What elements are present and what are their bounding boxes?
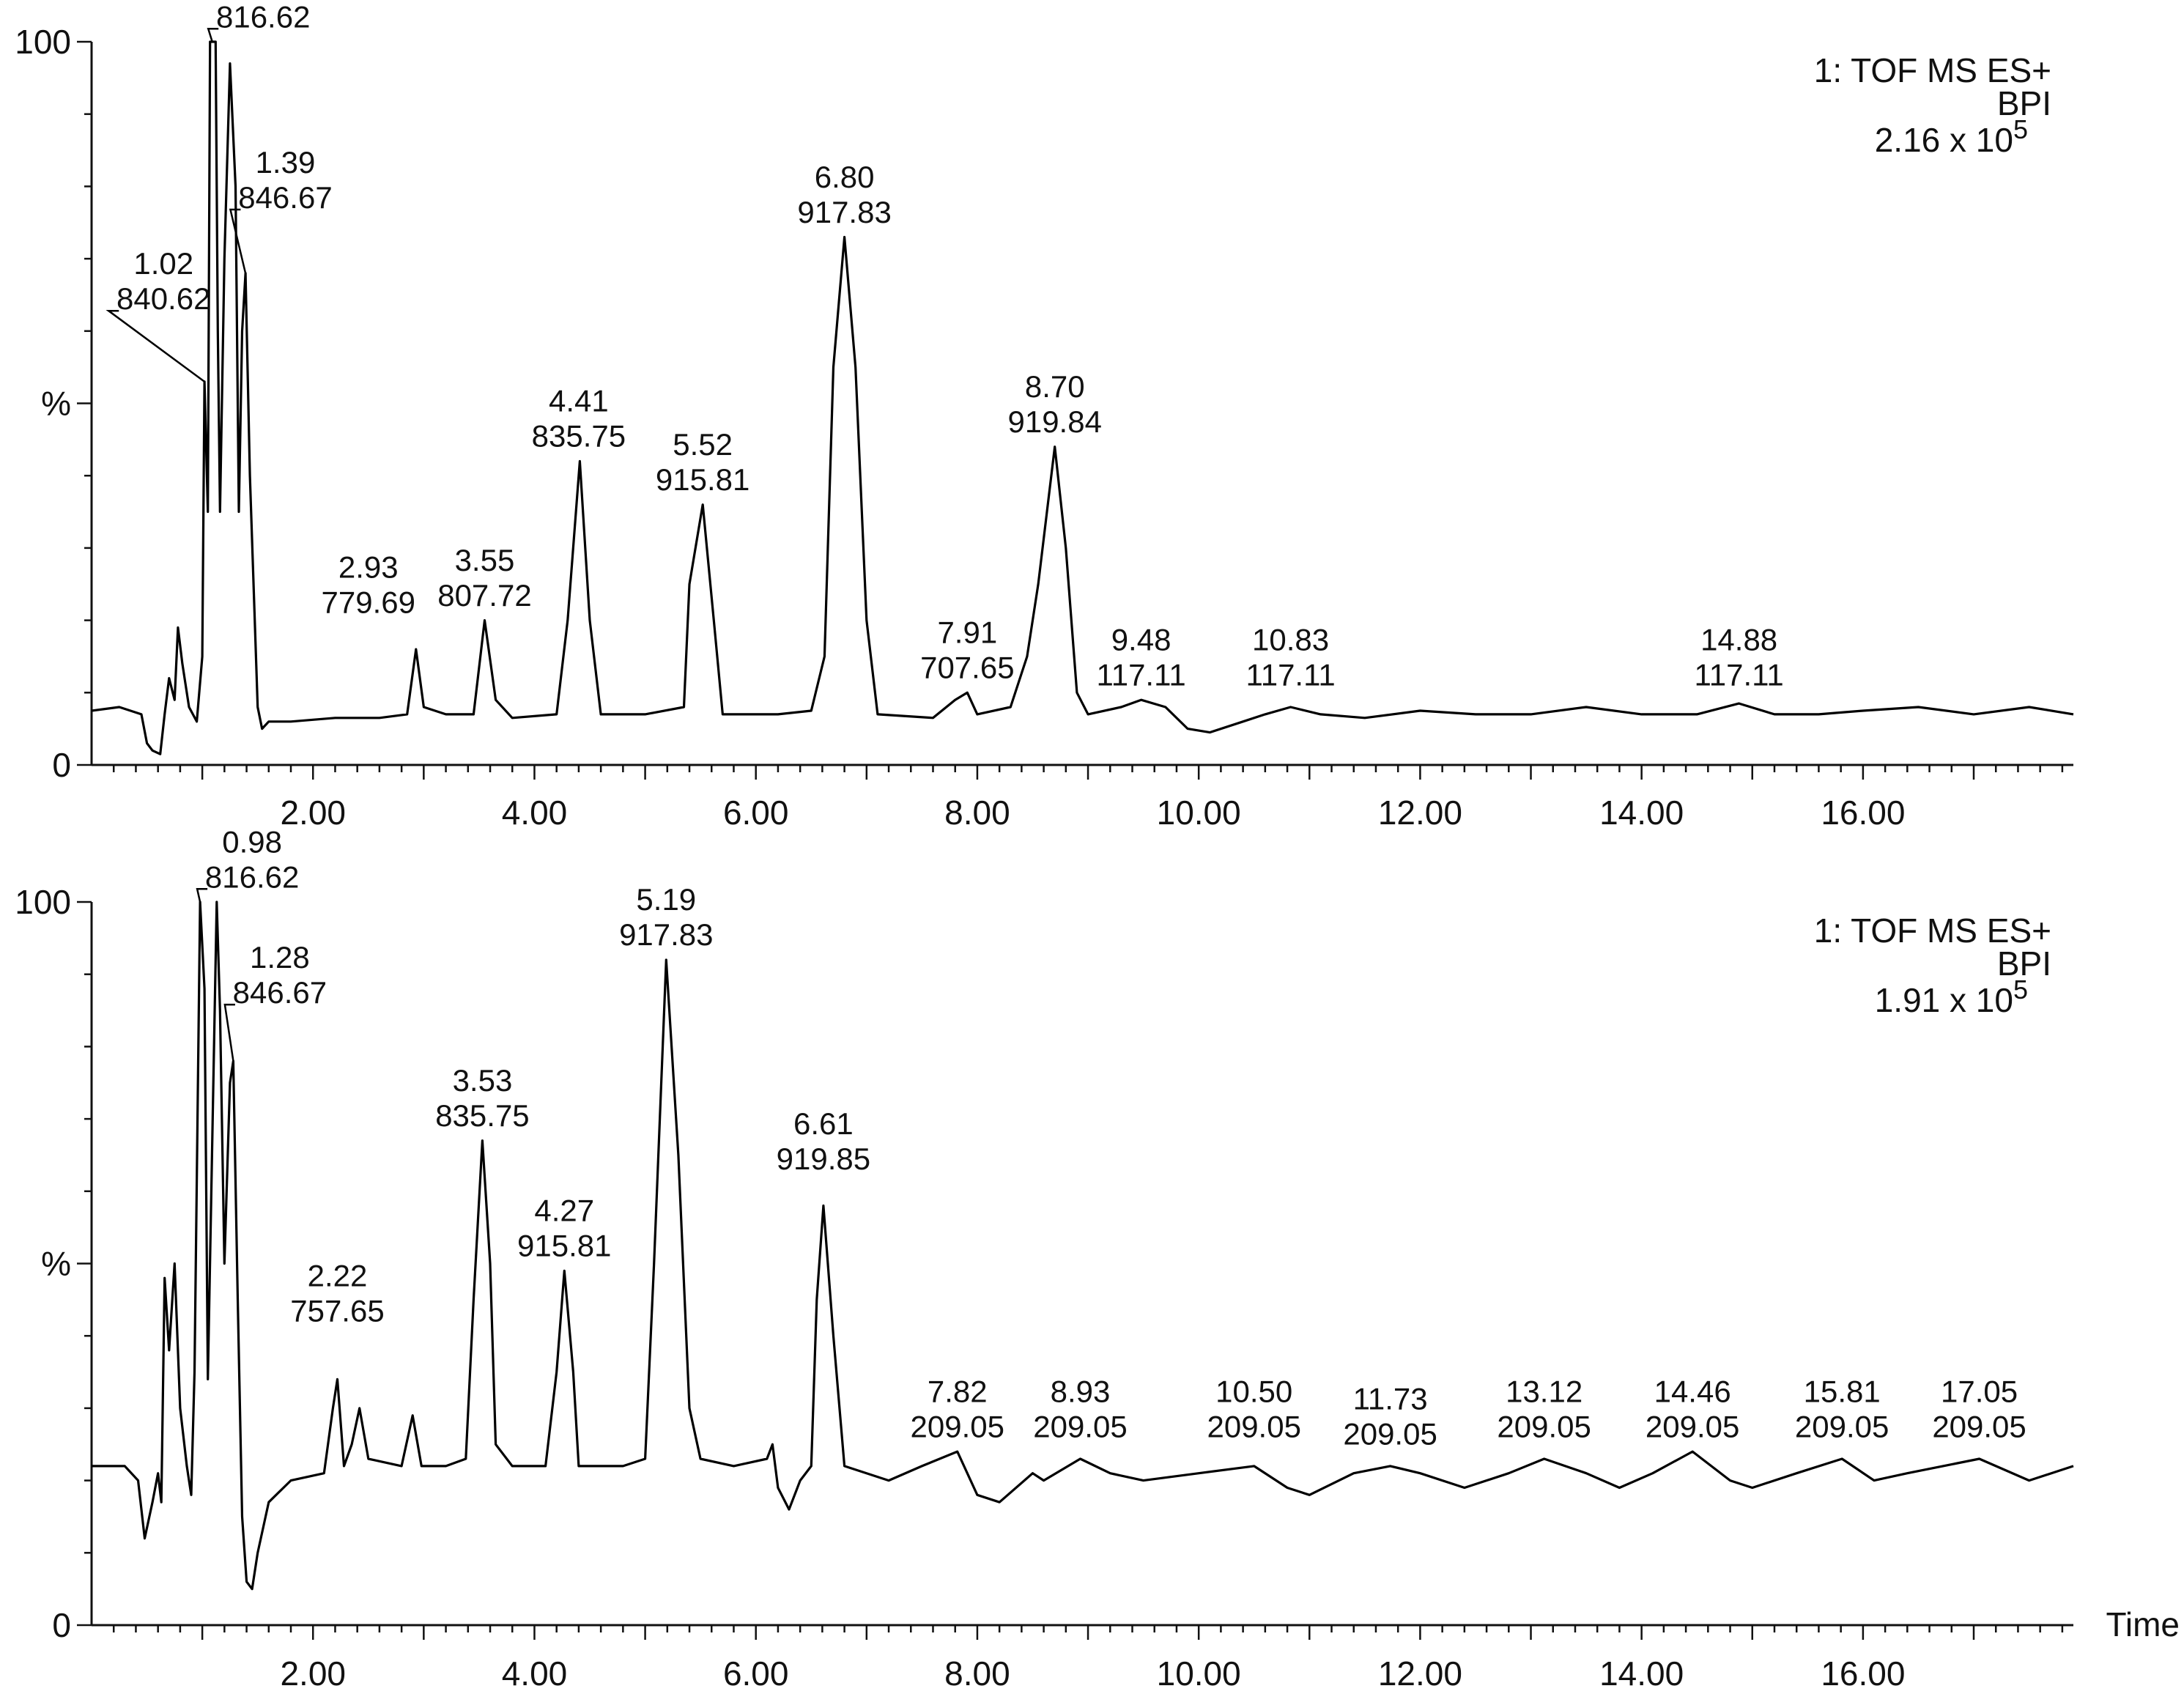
peak-retention-time: 5.52	[673, 427, 733, 462]
peak-leader-line	[106, 309, 205, 382]
peak-mz-value: 816.62	[205, 859, 299, 894]
x-tick-label: 12.00	[1378, 794, 1462, 832]
x-tick-label: 8.00	[944, 1654, 1010, 1693]
peak-mz-value: 117.11	[1695, 657, 1784, 692]
x-tick-label: 6.00	[723, 1654, 789, 1693]
x-tick-label: 2.00	[280, 794, 346, 832]
peak-retention-time: 17.05	[1941, 1374, 2018, 1408]
peak-mz-value: 840.62	[116, 281, 210, 316]
intensity-mantissa: 2.16 x 10	[1875, 121, 2013, 159]
peak-retention-time: 2.93	[338, 550, 399, 585]
peak-retention-time: 4.27	[534, 1194, 594, 1228]
peak-mz-value: 209.05	[1497, 1409, 1591, 1443]
peak-mz-value: 757.65	[290, 1293, 384, 1328]
peak-mz-value: 919.84	[1007, 404, 1101, 439]
peak-mz-value: 117.11	[1245, 657, 1335, 692]
x-tick-label: 14.00	[1599, 1654, 1684, 1693]
peak-retention-time: 3.53	[453, 1063, 513, 1098]
scan-function-label: 1: TOF MS ES+	[1814, 51, 2051, 89]
y-axis-label: %	[41, 385, 71, 423]
peak-mz-value: 209.05	[1646, 1409, 1739, 1443]
peak-mz-value: 835.75	[435, 1098, 529, 1133]
bpi-trace-line	[92, 900, 2074, 1591]
peak-retention-time: 5.19	[636, 882, 696, 917]
peak-mz-value: 816.62	[216, 0, 310, 34]
peak-retention-time: 10.83	[1252, 622, 1329, 657]
peak-leader-line	[207, 28, 219, 42]
peak-retention-time: 10.50	[1215, 1374, 1292, 1408]
peak-retention-time: 6.61	[793, 1106, 854, 1141]
intensity-scale-label: 2.16 x 105	[1875, 114, 2028, 159]
peak-retention-time: 1.39	[256, 145, 316, 180]
x-axis-label: Time	[2106, 1605, 2180, 1643]
peak-retention-time: 4.41	[549, 384, 609, 418]
peak-retention-time: 11.73	[1353, 1381, 1428, 1416]
peak-retention-time: 8.93	[1051, 1374, 1111, 1408]
y-tick-label: 0	[52, 1606, 71, 1644]
peak-leader-line	[196, 888, 208, 903]
y-tick-label: 100	[15, 883, 71, 921]
chromatogram-panel-top: 2.00 4.00 6.00 8.00 10.00 12.00 14.00 16.00 0% 10…	[15, 0, 2074, 832]
peak-retention-time: 0.98	[222, 824, 282, 859]
peak-mz-value: 209.05	[911, 1409, 1004, 1443]
peak-mz-value: 835.75	[532, 419, 626, 454]
peak-mz-value: 915.81	[656, 462, 749, 497]
x-tick-label: 12.00	[1378, 1654, 1462, 1693]
peak-retention-time: 7.82	[928, 1374, 988, 1408]
chromatogram-panel-bottom: 2.00 4.00 6.00 8.00 10.00 12.00 14.00 16.00 0% 10…	[15, 824, 2180, 1693]
peak-retention-time: 1.02	[133, 246, 193, 281]
peak-retention-time: 1.28	[250, 940, 310, 974]
peak-mz-value: 917.83	[619, 917, 713, 952]
intensity-mantissa: 1.91 x 10	[1875, 981, 2013, 1019]
trace-type-label: BPI	[1997, 944, 2051, 983]
peak-mz-value: 209.05	[1033, 1409, 1127, 1443]
scan-function-label: 1: TOF MS ES+	[1814, 911, 2051, 950]
intensity-exponent: 5	[2013, 974, 2028, 1005]
x-tick-label: 10.00	[1157, 794, 1241, 832]
x-tick-label: 6.00	[723, 794, 789, 832]
peak-mz-value: 919.85	[777, 1142, 870, 1176]
peak-mz-value: 807.72	[437, 578, 531, 613]
peak-retention-time: 3.55	[455, 543, 515, 577]
peak-mz-value: 707.65	[920, 651, 1014, 685]
x-tick-label: 16.00	[1821, 1654, 1905, 1693]
peak-retention-time: 7.91	[937, 615, 997, 650]
peak-mz-value: 779.69	[322, 585, 415, 620]
peak-retention-time: 6.80	[815, 160, 875, 194]
peak-retention-time: 13.12	[1506, 1374, 1583, 1408]
peak-mz-value: 209.05	[1795, 1409, 1889, 1443]
y-axis-label: %	[41, 1245, 71, 1283]
y-tick-label: 0	[52, 746, 71, 784]
peak-mz-value: 209.05	[1343, 1416, 1437, 1451]
peak-retention-time: 14.88	[1700, 622, 1777, 657]
x-tick-label: 4.00	[502, 794, 568, 832]
bpi-trace-line	[91, 40, 2074, 755]
peak-mz-value: 209.05	[1932, 1409, 2026, 1443]
peak-mz-value: 915.81	[517, 1229, 611, 1263]
x-tick-label: 14.00	[1599, 794, 1684, 832]
peak-leader-line	[229, 208, 247, 274]
peak-mz-value: 209.05	[1207, 1409, 1300, 1443]
peak-leader-line	[223, 1003, 235, 1062]
x-tick-label: 2.00	[280, 1654, 346, 1693]
x-tick-label: 8.00	[944, 794, 1010, 832]
peak-retention-time: 15.81	[1804, 1374, 1881, 1408]
trace-type-label: BPI	[1997, 84, 2051, 122]
peak-retention-time: 8.70	[1025, 369, 1085, 404]
peak-retention-time: 14.46	[1654, 1374, 1731, 1408]
peak-mz-value: 117.11	[1096, 657, 1185, 692]
intensity-exponent: 5	[2013, 114, 2028, 144]
peak-mz-value: 846.67	[238, 180, 332, 215]
y-tick-label: 100	[15, 23, 71, 61]
x-tick-label: 10.00	[1157, 1654, 1241, 1693]
peak-retention-time: 2.22	[308, 1258, 368, 1292]
x-tick-label: 16.00	[1821, 794, 1905, 832]
peak-retention-time: 9.48	[1111, 622, 1171, 657]
x-tick-label: 4.00	[502, 1654, 568, 1693]
peak-mz-value: 917.83	[797, 195, 891, 229]
intensity-scale-label: 1.91 x 105	[1875, 974, 2028, 1019]
peak-mz-value: 846.67	[233, 975, 327, 1010]
